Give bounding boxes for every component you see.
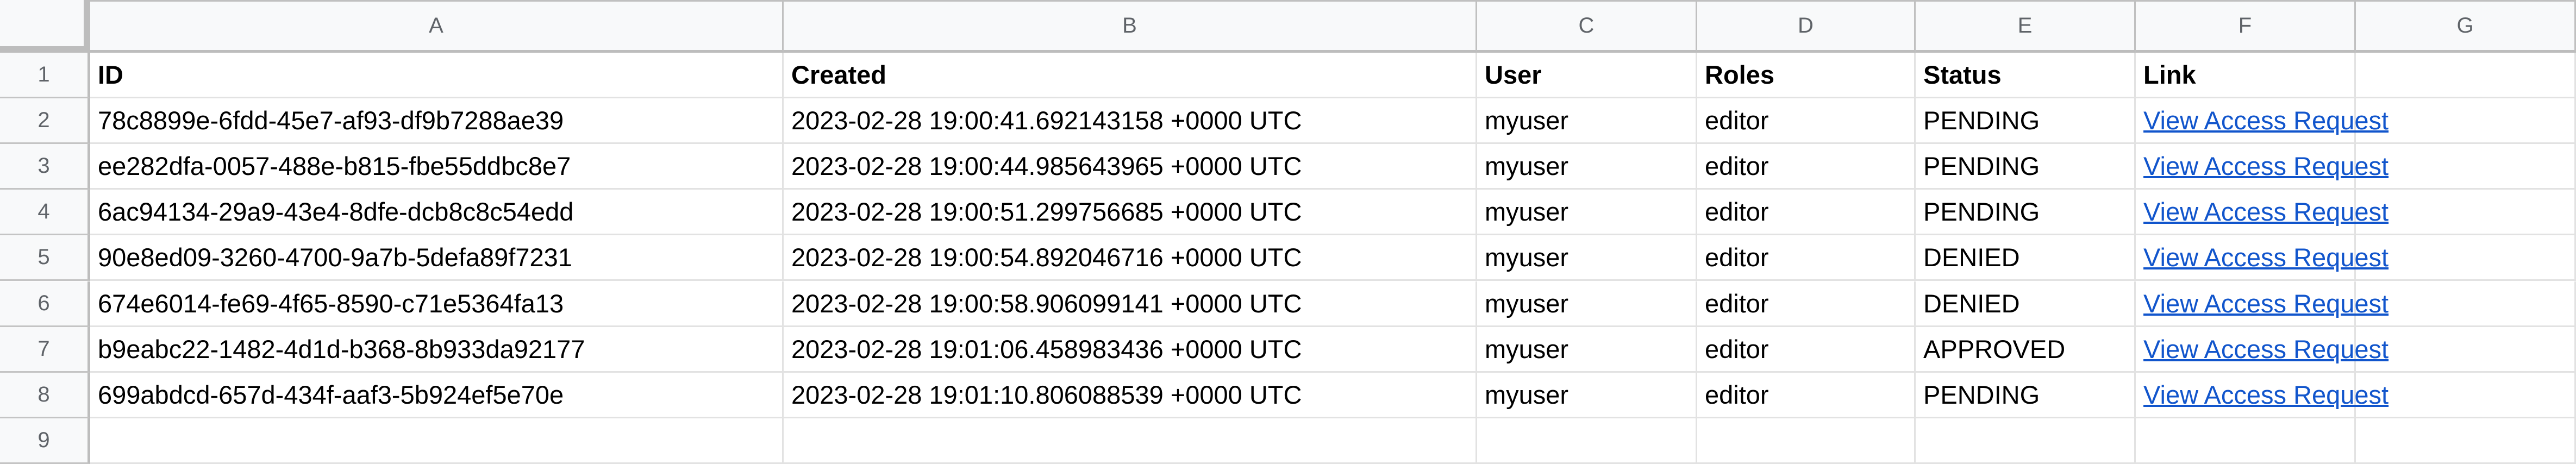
cell-roles[interactable]: editor — [1697, 144, 1916, 190]
row-header-5[interactable]: 5 — [0, 235, 90, 281]
cell-status[interactable]: PENDING — [1916, 190, 2136, 236]
empty-cell[interactable] — [2356, 281, 2576, 327]
cell-status[interactable]: DENIED — [1916, 235, 2136, 281]
cell-status[interactable]: PENDING — [1916, 144, 2136, 190]
cell-link[interactable]: View Access Request — [2136, 190, 2389, 236]
row-header-7[interactable]: 7 — [0, 327, 90, 373]
view-access-request-link[interactable]: View Access Request — [2143, 380, 2389, 409]
column-header-f[interactable]: F — [2136, 0, 2356, 53]
row-header-2[interactable]: 2 — [0, 98, 90, 145]
empty-cell[interactable] — [2356, 327, 2576, 373]
select-all-corner[interactable] — [0, 0, 90, 53]
column-header-c[interactable]: C — [1477, 0, 1697, 53]
cell-link[interactable]: View Access Request — [2136, 327, 2389, 373]
cell-user[interactable]: myuser — [1477, 190, 1697, 236]
cell-status[interactable]: APPROVED — [1916, 327, 2136, 373]
cell-user[interactable]: myuser — [1477, 327, 1697, 373]
cell-roles[interactable]: editor — [1697, 235, 1916, 281]
view-access-request-link[interactable]: View Access Request — [2143, 334, 2389, 363]
cell-created[interactable]: 2023-02-28 19:01:06.458983436 +0000 UTC — [784, 327, 1477, 373]
cell-user[interactable]: myuser — [1477, 98, 1697, 145]
empty-cell[interactable] — [1697, 418, 1916, 464]
view-access-request-link[interactable]: View Access Request — [2143, 106, 2389, 135]
row-header-3[interactable]: 3 — [0, 144, 90, 190]
empty-cell[interactable] — [90, 418, 784, 464]
cell-link[interactable]: View Access Request — [2136, 372, 2389, 418]
row-header-8[interactable]: 8 — [0, 372, 90, 418]
cell-roles[interactable]: editor — [1697, 98, 1916, 145]
cell-roles[interactable]: editor — [1697, 372, 1916, 418]
cell-roles[interactable]: editor — [1697, 190, 1916, 236]
cell-id[interactable]: b9eabc22-1482-4d1d-b368-8b933da92177 — [90, 327, 784, 373]
row-header-6[interactable]: 6 — [0, 281, 90, 327]
cell-status[interactable]: DENIED — [1916, 281, 2136, 327]
cell-created[interactable]: 2023-02-28 19:00:58.906099141 +0000 UTC — [784, 281, 1477, 327]
cell-user[interactable]: myuser — [1477, 372, 1697, 418]
header-cell-g[interactable] — [2356, 53, 2576, 99]
header-cell-link[interactable]: Link — [2136, 53, 2356, 99]
empty-cell[interactable] — [2356, 418, 2576, 464]
cell-created[interactable]: 2023-02-28 19:00:41.692143158 +0000 UTC — [784, 98, 1477, 145]
cell-status[interactable]: PENDING — [1916, 372, 2136, 418]
header-cell-status[interactable]: Status — [1916, 53, 2136, 99]
cell-id[interactable]: 699abdcd-657d-434f-aaf3-5b924ef5e70e — [90, 372, 784, 418]
cell-created[interactable]: 2023-02-28 19:00:44.985643965 +0000 UTC — [784, 144, 1477, 190]
empty-cell[interactable] — [2356, 98, 2576, 145]
empty-cell[interactable] — [2356, 144, 2576, 190]
empty-cell[interactable] — [2356, 372, 2576, 418]
cell-created[interactable]: 2023-02-28 19:00:54.892046716 +0000 UTC — [784, 235, 1477, 281]
header-cell-created[interactable]: Created — [784, 53, 1477, 99]
cell-user[interactable]: myuser — [1477, 144, 1697, 190]
view-access-request-link[interactable]: View Access Request — [2143, 289, 2389, 318]
column-header-d[interactable]: D — [1697, 0, 1916, 53]
cell-roles[interactable]: editor — [1697, 281, 1916, 327]
cell-id[interactable]: 674e6014-fe69-4f65-8590-c71e5364fa13 — [90, 281, 784, 327]
empty-cell[interactable] — [784, 418, 1477, 464]
view-access-request-link[interactable]: View Access Request — [2143, 197, 2389, 227]
column-header-g[interactable]: G — [2356, 0, 2576, 53]
column-header-e[interactable]: E — [1916, 0, 2136, 53]
cell-link[interactable]: View Access Request — [2136, 235, 2389, 281]
cell-created[interactable]: 2023-02-28 19:00:51.299756685 +0000 UTC — [784, 190, 1477, 236]
row-header-1[interactable]: 1 — [0, 53, 90, 99]
cell-roles[interactable]: editor — [1697, 327, 1916, 373]
cell-id[interactable]: 78c8899e-6fdd-45e7-af93-df9b7288ae39 — [90, 98, 784, 145]
cell-status[interactable]: PENDING — [1916, 98, 2136, 145]
cell-link[interactable]: View Access Request — [2136, 281, 2389, 327]
empty-cell[interactable] — [2356, 235, 2576, 281]
row-header-9[interactable]: 9 — [0, 418, 90, 464]
empty-cell[interactable] — [2356, 190, 2576, 236]
cell-id[interactable]: ee282dfa-0057-488e-b815-fbe55ddbc8e7 — [90, 144, 784, 190]
column-header-b[interactable]: B — [784, 0, 1477, 53]
empty-cell[interactable] — [1916, 418, 2136, 464]
cell-id[interactable]: 90e8ed09-3260-4700-9a7b-5defa89f7231 — [90, 235, 784, 281]
cell-link[interactable]: View Access Request — [2136, 144, 2389, 190]
header-cell-roles[interactable]: Roles — [1697, 53, 1916, 99]
view-access-request-link[interactable]: View Access Request — [2143, 152, 2389, 181]
cell-user[interactable]: myuser — [1477, 281, 1697, 327]
empty-cell[interactable] — [1477, 418, 1697, 464]
row-header-4[interactable]: 4 — [0, 190, 90, 236]
cell-created[interactable]: 2023-02-28 19:01:10.806088539 +0000 UTC — [784, 372, 1477, 418]
view-access-request-link[interactable]: View Access Request — [2143, 243, 2389, 272]
empty-cell[interactable] — [2136, 418, 2356, 464]
header-cell-user[interactable]: User — [1477, 53, 1697, 99]
cell-link[interactable]: View Access Request — [2136, 98, 2389, 145]
cell-user[interactable]: myuser — [1477, 235, 1697, 281]
header-cell-id[interactable]: ID — [90, 53, 784, 99]
column-header-a[interactable]: A — [90, 0, 784, 53]
cell-id[interactable]: 6ac94134-29a9-43e4-8dfe-dcb8c8c54edd — [90, 190, 784, 236]
